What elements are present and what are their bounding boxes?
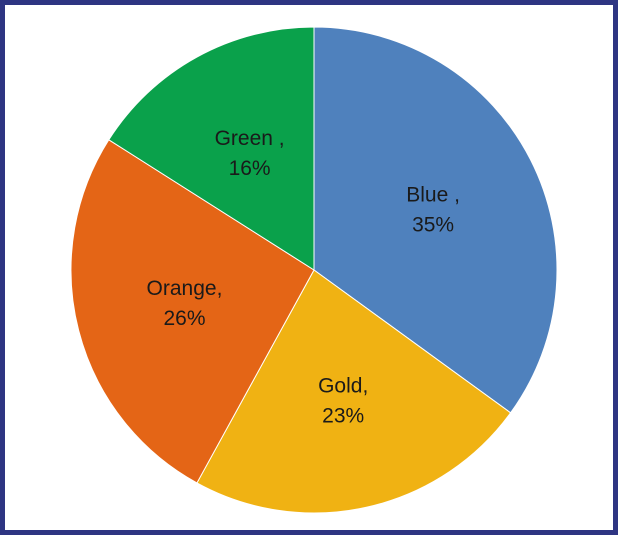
slice-percent-text: 35% [412,213,454,236]
pie-slice-gold [196,269,512,514]
pie-slice-green [108,26,315,271]
slice-category-text: Gold, [318,374,368,397]
slice-percent-text: 16% [229,157,271,180]
slice-category-text: Orange, [147,277,223,300]
slice-label-orange: Orange, 26% [147,277,223,330]
slice-category-text: Green , [215,127,285,150]
pie-labels: Blue , 35% Gold, 23% Orange, 26% Green , 16% [147,127,460,428]
pie-slices [70,26,558,514]
pie-slice-orange [70,139,315,484]
slice-percent-text: 26% [163,307,205,330]
slice-percent-text: 23% [322,404,364,427]
slice-category-text: Blue , [406,183,460,206]
slice-label-blue: Blue , 35% [406,183,460,236]
pie-slice-blue [313,26,558,414]
slice-label-gold: Gold, 23% [318,374,368,427]
slice-label-green: Green , 16% [215,127,285,180]
